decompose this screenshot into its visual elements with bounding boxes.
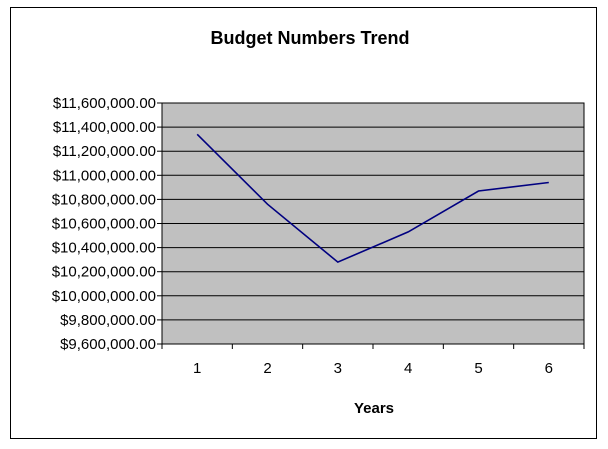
x-tick-label: 5 (474, 360, 482, 377)
series-layer (196, 133, 549, 264)
series-line (196, 133, 549, 264)
x-tick-label: 6 (545, 360, 553, 377)
y-tick-label: $10,600,000.00 (52, 216, 156, 233)
x-tick-label: 2 (263, 360, 271, 377)
y-tick-label: $10,800,000.00 (52, 191, 156, 208)
axes (161, 102, 585, 345)
x-axis-ticks: 1 2 3 4 5 6 (161, 344, 585, 377)
y-axis-ticks: $9,600,000.00 $9,800,000.00 $10,000,000.00… (52, 95, 162, 353)
y-tick-label: $9,600,000.00 (60, 336, 156, 353)
y-tick-label: $9,800,000.00 (60, 312, 156, 329)
x-axis-title: Years (354, 400, 394, 417)
y-tick-label: $11,200,000.00 (53, 143, 156, 160)
x-tick-label: 4 (404, 360, 412, 377)
y-tick-label: $10,200,000.00 (52, 264, 156, 281)
y-tick-label: $10,400,000.00 (52, 240, 156, 257)
y-tick-label: $10,000,000.00 (52, 288, 156, 305)
y-tick-label: $11,400,000.00 (53, 119, 156, 136)
x-tick-label: 3 (334, 360, 342, 377)
chart-title: Budget Numbers Trend (210, 28, 409, 48)
y-tick-label: $11,000,000.00 (53, 167, 156, 184)
x-tick-label: 1 (193, 360, 201, 377)
y-tick-label: $11,600,000.00 (53, 95, 156, 112)
plot-border (161, 102, 585, 345)
